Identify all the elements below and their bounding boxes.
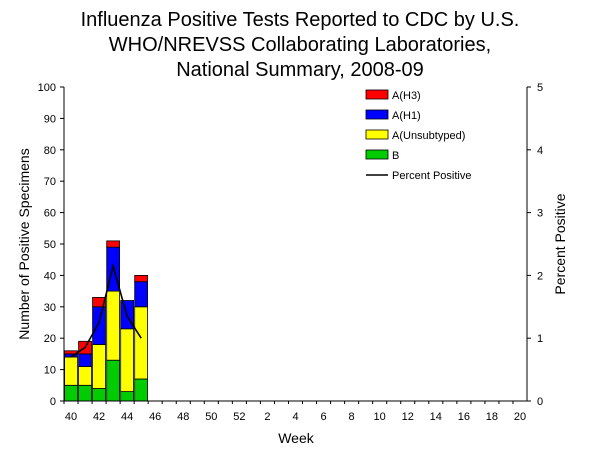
bar-segment-b-week-44 xyxy=(120,391,134,402)
bar-segment-a-h3--week-43 xyxy=(106,240,120,248)
y-tick-label: 40 xyxy=(44,270,56,282)
x-tick-label-48: 48 xyxy=(177,411,189,423)
y-tick-label: 100 xyxy=(38,82,56,94)
legend-label-percent-positive: Percent Positive xyxy=(392,170,471,182)
chart-title: Influenza Positive Tests Reported to CDC… xyxy=(81,9,520,81)
y-tick-label: 20 xyxy=(44,333,56,345)
x-tick-label-16: 16 xyxy=(458,411,470,423)
bar-segment-a-unsubtyped--week-40 xyxy=(64,356,78,386)
bar-segment-b-week-43 xyxy=(106,359,120,402)
y-tick-label: 80 xyxy=(44,145,56,157)
chart-title-line-3: National Summary, 2008-09 xyxy=(176,59,424,81)
bars-layer xyxy=(64,240,148,402)
x-tick-label-52: 52 xyxy=(233,411,245,423)
bar-segment-a-unsubtyped--week-41 xyxy=(78,366,92,386)
y-tick-label: 60 xyxy=(44,208,56,220)
left-y-ticks: 0 10 20 30 40 50 60 70 80 90 100 xyxy=(38,82,64,408)
legend-swatch-a-unsubtyped xyxy=(365,129,389,140)
chart-title-line-2: WHO/NREVSS Collaborating Laboratories, xyxy=(109,34,491,56)
x-tick-label-4: 4 xyxy=(292,411,298,423)
right-y-ticks: 0 1 2 3 4 5 xyxy=(527,82,543,408)
x-tick-label-12: 12 xyxy=(402,411,414,423)
y-tick-label: 50 xyxy=(44,239,56,251)
y2-axis-title: Percent Positive xyxy=(552,193,568,294)
x-tick-label-40: 40 xyxy=(65,411,77,423)
x-tick-label-42: 42 xyxy=(93,411,105,423)
y-axis-title: Number of Positive Specimens xyxy=(16,148,32,339)
x-tick-label-6: 6 xyxy=(320,411,326,423)
bar-segment-a-unsubtyped--week-45 xyxy=(134,306,148,380)
legend: A(H3) A(H1) A(Unsubtyped) B Percent Positive xyxy=(365,89,471,182)
legend-swatch-a-h3 xyxy=(365,89,389,100)
bar-segment-b-week-45 xyxy=(134,378,148,402)
x-tick-label-8: 8 xyxy=(349,411,355,423)
bar-segment-a-unsubtyped--week-44 xyxy=(120,328,134,392)
x-tick-label-44: 44 xyxy=(121,411,133,423)
y2-tick-label: 4 xyxy=(537,145,543,157)
legend-swatch-b xyxy=(365,149,389,160)
x-ticks: 40 42 44 46 48 50 52 2 4 6 8 10 12 14 16 18 20 xyxy=(63,401,526,423)
legend-label-a-unsubtyped: A(Unsubtyped) xyxy=(392,130,465,142)
x-tick-label-14: 14 xyxy=(430,411,442,423)
y-tick-label: 90 xyxy=(44,113,56,125)
bar-segment-a-h1--week-41 xyxy=(78,353,92,367)
y2-tick-label: 5 xyxy=(537,82,543,94)
y2-tick-label: 2 xyxy=(537,270,543,282)
x-tick-label-18: 18 xyxy=(486,411,498,423)
y-tick-label: 10 xyxy=(44,365,56,377)
y-tick-label: 0 xyxy=(50,396,56,408)
x-tick-label-2: 2 xyxy=(264,411,270,423)
bar-segment-b-week-42 xyxy=(92,387,106,402)
y2-tick-label: 0 xyxy=(537,396,543,408)
bar-segment-a-h3--week-42 xyxy=(92,296,106,308)
y2-tick-label: 3 xyxy=(537,208,543,220)
percent-positive-line-layer xyxy=(70,262,142,358)
y-tick-label: 70 xyxy=(44,176,56,188)
x-tick-label-20: 20 xyxy=(514,411,526,423)
bar-segment-a-h1--week-45 xyxy=(134,281,148,308)
percent-positive-line xyxy=(70,262,142,358)
y-tick-label: 30 xyxy=(44,302,56,314)
bar-segment-a-h3--week-45 xyxy=(134,274,148,283)
chart-title-line-1: Influenza Positive Tests Reported to CDC… xyxy=(81,9,520,31)
y2-tick-label: 1 xyxy=(537,333,543,345)
bar-segment-a-unsubtyped--week-43 xyxy=(106,290,120,361)
legend-label-a-h3: A(H3) xyxy=(392,90,421,102)
x-tick-label-46: 46 xyxy=(149,411,161,423)
bar-segment-b-week-40 xyxy=(64,384,78,402)
x-tick-label-10: 10 xyxy=(374,411,386,423)
bar-segment-b-week-41 xyxy=(78,384,92,402)
bar-segment-a-unsubtyped--week-42 xyxy=(92,344,106,389)
bar-segment-a-h1--week-42 xyxy=(92,306,106,345)
x-axis-title: Week xyxy=(278,430,315,446)
legend-label-a-h1: A(H1) xyxy=(392,110,421,122)
x-tick-label-50: 50 xyxy=(205,411,217,423)
legend-label-b: B xyxy=(392,150,399,162)
legend-swatch-a-h1 xyxy=(365,109,389,120)
